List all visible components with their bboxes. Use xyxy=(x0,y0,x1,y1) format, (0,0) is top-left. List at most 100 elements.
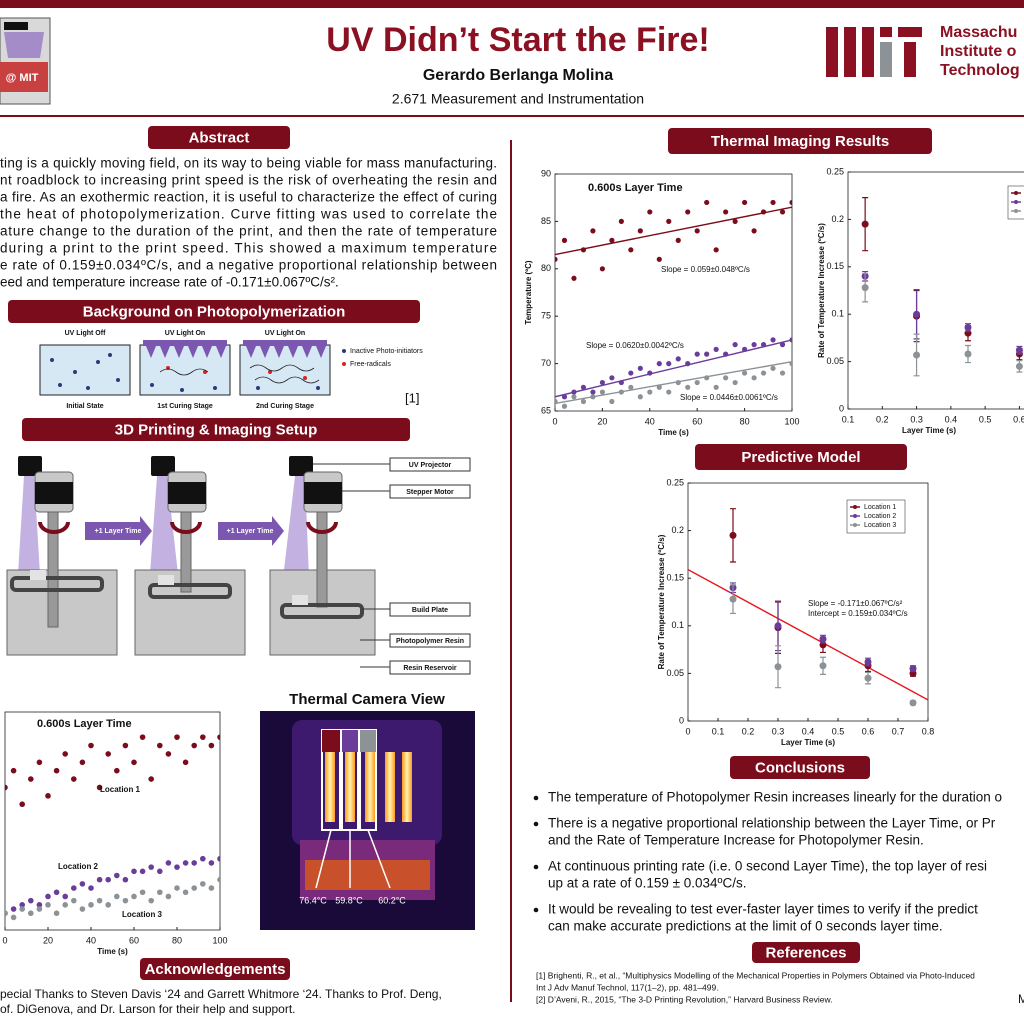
data-point xyxy=(628,247,634,253)
data-point xyxy=(114,872,120,879)
data-point xyxy=(599,266,606,272)
abstract-line: eed and temperature increase rate of -0.… xyxy=(0,275,339,290)
institution-name: Institute o xyxy=(940,43,1017,60)
annotation: Slope = 0.0620±0.0042ºC/s xyxy=(586,341,684,350)
data-point xyxy=(53,910,60,917)
abstract-line: during a print to the print speed. This … xyxy=(0,241,497,256)
x-tick-label: 100 xyxy=(784,416,799,426)
data-point xyxy=(732,342,738,348)
conclusion-line: At continuous printing rate (i.e. 0 seco… xyxy=(548,859,987,874)
data-layer xyxy=(861,196,1023,377)
top-bar xyxy=(0,0,1024,8)
data-layer xyxy=(5,734,220,921)
legend-label: Location 3 xyxy=(864,522,896,529)
x-tick-label: 60 xyxy=(129,935,139,945)
data-point xyxy=(571,389,577,395)
plot-area xyxy=(554,173,793,412)
section-heading-bg xyxy=(8,300,420,323)
x-axis-label: Layer Time (s) xyxy=(902,426,956,435)
data-point xyxy=(685,384,691,390)
data-point xyxy=(71,897,77,904)
data-point xyxy=(1015,346,1023,354)
y-tick-label: 85 xyxy=(541,216,551,226)
data-point xyxy=(71,885,77,891)
data-point xyxy=(45,793,51,799)
data-point xyxy=(217,734,220,740)
data-point xyxy=(729,595,737,603)
data-point xyxy=(729,531,737,539)
data-point xyxy=(647,370,653,376)
data-point xyxy=(114,767,120,774)
data-point xyxy=(200,734,206,740)
data-point xyxy=(779,370,786,376)
data-point xyxy=(88,902,94,908)
x-tick-label: 80 xyxy=(740,416,750,426)
data-point xyxy=(96,876,103,883)
legend-marker xyxy=(1014,191,1018,195)
data-point xyxy=(182,759,189,766)
data-point xyxy=(28,897,34,904)
legend-marker xyxy=(1014,200,1018,204)
data-point xyxy=(200,881,206,887)
data-point xyxy=(580,398,587,405)
part-label: Photopolymer Resin xyxy=(396,638,464,645)
abstract-line: e rate of 0.159±0.034ºC/s, and a negativ… xyxy=(0,258,497,273)
data-point xyxy=(79,759,86,766)
data-point xyxy=(609,237,615,243)
data-layer xyxy=(555,199,792,409)
data-point xyxy=(19,906,26,912)
data-point xyxy=(751,375,757,381)
legend-marker xyxy=(853,505,857,509)
y-tick-label: 0.05 xyxy=(666,668,684,678)
data-point xyxy=(561,237,568,243)
data-point xyxy=(148,864,154,870)
x-tick-label: 0 xyxy=(685,726,690,736)
data-point xyxy=(666,389,672,395)
data-point xyxy=(10,914,17,921)
data-point xyxy=(208,885,215,891)
data-point xyxy=(637,394,643,400)
data-point xyxy=(157,889,163,896)
data-point xyxy=(45,893,51,900)
x-tick-label: 0.2 xyxy=(876,414,889,424)
step-label: +1 Layer Time xyxy=(95,528,142,535)
x-tick-label: 20 xyxy=(43,935,53,945)
acknowledgement-line: pecial Thanks to Steven Davis ‘24 and Ga… xyxy=(0,987,442,1001)
data-point xyxy=(71,776,77,782)
y-tick-label: 90 xyxy=(541,168,551,178)
fit-line xyxy=(555,339,792,398)
temperature-reading: 60.2°C xyxy=(378,895,406,905)
data-point xyxy=(590,228,596,234)
data-point xyxy=(165,893,172,900)
annotation: Intercept = 0.159±0.034ºC/s xyxy=(808,609,908,618)
legend-marker xyxy=(853,514,857,518)
abstract-line: a fire. As an exothermic reaction, it is… xyxy=(0,190,497,205)
plot-area xyxy=(4,711,221,931)
data-point xyxy=(19,902,26,908)
data-point xyxy=(774,663,782,671)
data-point xyxy=(751,228,757,234)
lab-logo xyxy=(0,17,51,105)
x-tick-label: 0.1 xyxy=(712,726,725,736)
data-point xyxy=(5,910,8,917)
data-point xyxy=(770,365,776,371)
stage-label: 1st Curing Stage xyxy=(157,403,213,410)
data-point xyxy=(713,346,719,352)
reference-line: [1] Brighenti, R., et al., “Multiphysics… xyxy=(536,970,975,980)
temperature-reading: 59.8°C xyxy=(335,895,363,905)
x-tick-label: 0.6 xyxy=(862,726,875,736)
section-heading-bg xyxy=(22,418,410,441)
data-point xyxy=(174,864,180,870)
panel-title: UV Light Off xyxy=(65,330,106,337)
data-point xyxy=(217,855,220,862)
data-point xyxy=(779,342,786,348)
data-point xyxy=(157,868,163,875)
x-tick-label: 100 xyxy=(212,935,227,945)
data-point xyxy=(62,902,68,908)
x-axis-label: Time (s) xyxy=(658,428,689,437)
data-point xyxy=(122,876,129,883)
chart-title: 0.600s Layer Time xyxy=(37,718,132,730)
y-tick-label: 0.1 xyxy=(831,309,844,319)
data-point xyxy=(964,323,972,331)
